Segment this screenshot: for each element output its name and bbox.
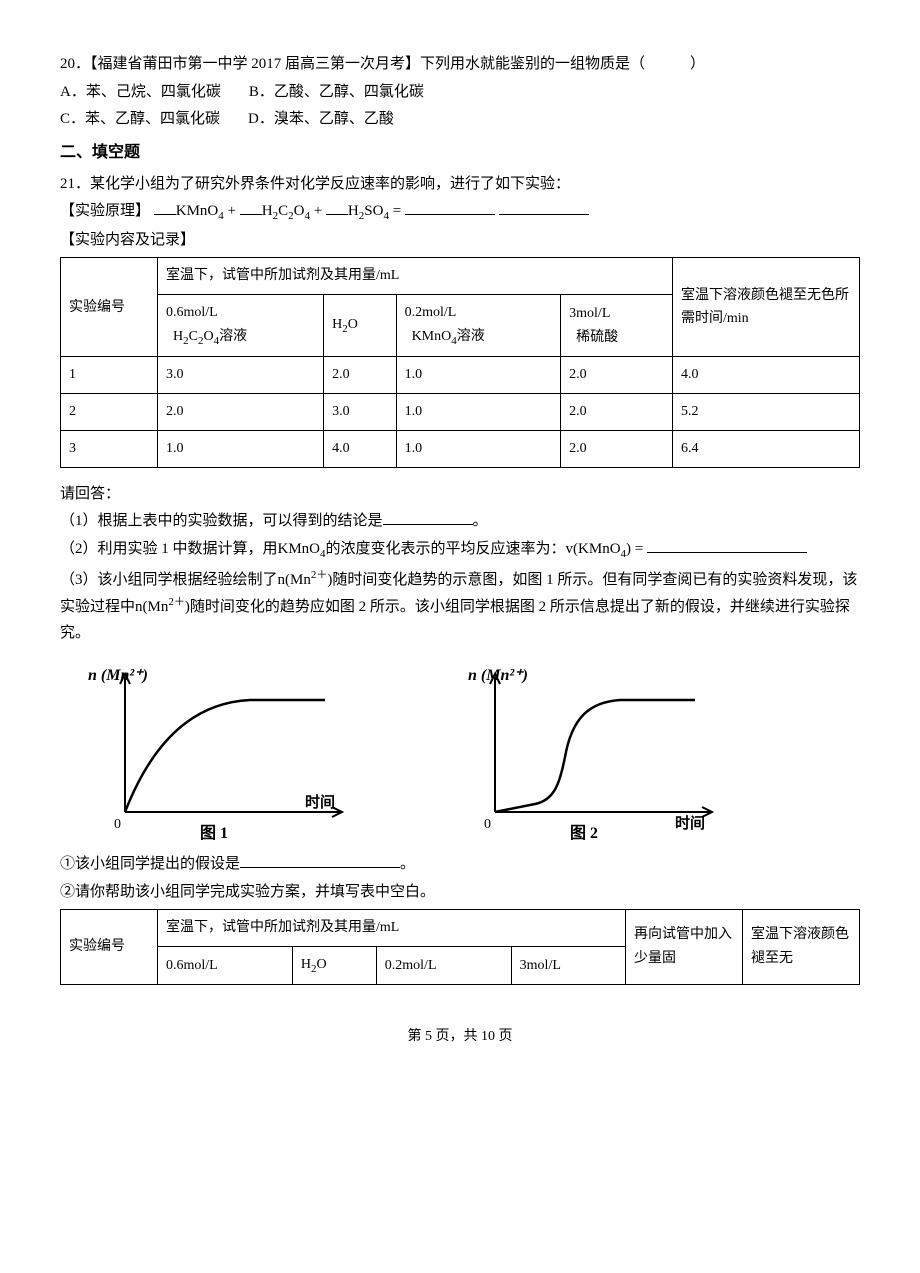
- fig1-xlabel: 时间: [305, 793, 335, 811]
- coef-blank-1[interactable]: [154, 199, 176, 215]
- principle-label: 【实验原理】: [60, 199, 150, 225]
- fig2-curve: [495, 700, 695, 812]
- q21-sub2: ②请你帮助该小组同学完成实验方案，并填写表中空白。: [60, 880, 860, 906]
- q20-tail: 下列用水就能鉴别的一组物质是（ ）: [420, 56, 705, 72]
- q20-opt-d: D．溴苯、乙醇、乙酸: [248, 111, 394, 127]
- answer-intro: 请回答：: [60, 482, 860, 508]
- t2-sub1: 0.6mol/L: [158, 946, 293, 984]
- table-row: 2 2.0 3.0 1.0 2.0 5.2: [61, 394, 860, 431]
- t1-col-reagent: 室温下，试管中所加试剂及其用量/mL: [158, 258, 673, 295]
- t1-sub4: 3mol/L 稀硫酸: [561, 295, 673, 357]
- t1-col-exp: 实验编号: [61, 258, 158, 357]
- t2-col-add: 再向试管中加入少量固: [626, 910, 743, 985]
- eq-kmno: KMnO4: [176, 203, 224, 219]
- fig1-ylabel: n (Mn²⁺): [88, 667, 148, 684]
- experiment-table-1: 实验编号 室温下，试管中所加试剂及其用量/mL 室温下溶液颜色褪至无色所需时间/…: [60, 257, 860, 467]
- fig2-origin: 0: [484, 817, 491, 832]
- q21-part3: （3）该小组同学根据经验绘制了n(Mn2＋)随时间变化趋势的示意图，如图 1 所…: [60, 566, 860, 647]
- answer-blank-3[interactable]: [240, 852, 400, 868]
- q20-opt-c: C．苯、乙醇、四氯化碳: [60, 111, 220, 127]
- fig1-caption: 图 1: [200, 824, 228, 842]
- experiment-table-2: 实验编号 室温下，试管中所加试剂及其用量/mL 再向试管中加入少量固 室温下溶液…: [60, 909, 860, 985]
- t2-sub3: 0.2mol/L: [376, 946, 511, 984]
- t1-sub2: H2O: [324, 295, 396, 357]
- figure-1: n (Mn²⁺) 0 时间 图 1: [80, 662, 380, 842]
- figure-2: n (Mn²⁺) 0 时间 图 2: [440, 662, 740, 842]
- q21-sub1: ①该小组同学提出的假设是。: [60, 852, 860, 878]
- product-blank-1[interactable]: [405, 199, 495, 215]
- fig2-xlabel: 时间: [675, 814, 705, 832]
- page-footer: 第 5 页，共 10 页: [60, 1025, 860, 1049]
- q21-part1: （1）根据上表中的实验数据，可以得到的结论是。: [60, 509, 860, 535]
- t2-col-reagent: 室温下，试管中所加试剂及其用量/mL: [158, 910, 626, 947]
- q20-source: 【福建省莆田市第一中学 2017 届高三第一次月考】: [90, 56, 420, 72]
- q21-number: 21．: [60, 176, 90, 192]
- t2-sub2: H2O: [292, 946, 376, 984]
- fig2-caption: 图 2: [570, 824, 598, 842]
- fig1-origin: 0: [114, 817, 121, 832]
- eq-h2so4: H2SO4: [348, 203, 389, 219]
- product-blank-2[interactable]: [499, 199, 589, 215]
- table-row: 1 3.0 2.0 1.0 2.0 4.0: [61, 357, 860, 394]
- answer-blank-2[interactable]: [647, 537, 807, 553]
- section-2-title: 二、填空题: [60, 139, 860, 166]
- t1-sub3: 0.2mol/L KMnO4溶液: [396, 295, 561, 357]
- eq-h2c2o4: H2C2O4: [262, 203, 310, 219]
- q21-stem-text: 某化学小组为了研究外界条件对化学反应速率的影响，进行了如下实验：: [90, 176, 570, 192]
- t1-sub1: 0.6mol/L H2C2O4溶液: [158, 295, 324, 357]
- q20-options-row1: A．苯、己烷、四氯化碳 B．乙酸、乙醇、四氯化碳: [60, 80, 860, 106]
- t1-col-time: 室温下溶液颜色褪至无色所需时间/min: [673, 258, 860, 357]
- t2-sub4: 3mol/L: [511, 946, 625, 984]
- q20-number: 20．: [60, 56, 90, 72]
- q20-opt-b: B．乙酸、乙醇、四氯化碳: [249, 84, 424, 100]
- t2-col-time: 室温下溶液颜色褪至无: [743, 910, 860, 985]
- q20-opt-a: A．苯、己烷、四氯化碳: [60, 84, 221, 100]
- q20-stem: 20．【福建省莆田市第一中学 2017 届高三第一次月考】下列用水就能鉴别的一组…: [60, 52, 860, 78]
- q21-stem: 21．某化学小组为了研究外界条件对化学反应速率的影响，进行了如下实验：: [60, 172, 860, 198]
- content-label: 【实验内容及记录】: [60, 228, 860, 254]
- q20-options-row2: C．苯、乙醇、四氯化碳 D．溴苯、乙醇、乙酸: [60, 107, 860, 133]
- answer-blank-1[interactable]: [383, 509, 473, 525]
- t2-col-exp: 实验编号: [61, 910, 158, 985]
- q21-part2: （2）利用实验 1 中数据计算，用KMnO4的浓度变化表示的平均反应速率为：v(…: [60, 537, 860, 564]
- coef-blank-3[interactable]: [326, 199, 348, 215]
- q21-principle: 【实验原理】 KMnO4 + H2C2O4 + H2SO4 =: [60, 199, 860, 226]
- figures-row: n (Mn²⁺) 0 时间 图 1 n (Mn²⁺) 0 时间 图 2: [80, 662, 860, 842]
- coef-blank-2[interactable]: [240, 199, 262, 215]
- table-row: 3 1.0 4.0 1.0 2.0 6.4: [61, 431, 860, 468]
- fig1-curve: [125, 700, 325, 812]
